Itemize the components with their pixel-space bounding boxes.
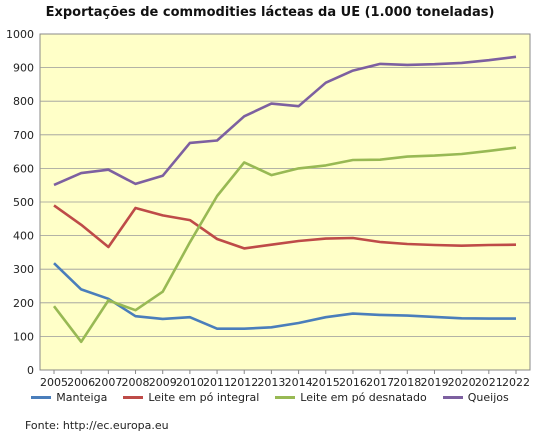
source-note: Fonte: http://ec.europa.eu	[25, 419, 169, 432]
x-tick-label: 2014	[285, 376, 313, 389]
series-line-0	[53, 262, 516, 331]
legend-item: Queijos	[442, 391, 509, 404]
legend-swatch	[31, 396, 52, 399]
x-tick-label: 2011	[203, 376, 231, 389]
y-tick-label: 700	[13, 129, 34, 142]
x-tick-label: 2006	[67, 376, 95, 389]
legend-label: Leite em pó desnatado	[300, 391, 427, 404]
legend-swatch	[275, 396, 296, 399]
y-tick-label: 900	[13, 62, 34, 75]
legend-item: Leite em pó integral	[123, 391, 259, 404]
x-tick-label: 2009	[149, 376, 177, 389]
y-tick-label: 0	[27, 364, 34, 377]
y-tick-label: 100	[13, 330, 34, 343]
x-tick-label: 2005	[40, 376, 68, 389]
y-tick-label: 500	[13, 196, 34, 209]
x-tick-label: 2007	[94, 376, 122, 389]
x-tick-label: 2015	[312, 376, 340, 389]
x-tick-label: 2010	[176, 376, 204, 389]
x-tick-label: 2019	[420, 376, 448, 389]
chart-title: Exportações de commodities lácteas da UE…	[45, 5, 495, 20]
y-tick-label: 300	[13, 263, 34, 276]
legend-swatch	[442, 396, 463, 399]
legend-swatch	[123, 396, 144, 399]
x-tick-label: 2012	[230, 376, 258, 389]
x-tick-label: 2022	[502, 376, 530, 389]
legend-item: Leite em pó desnatado	[275, 391, 427, 404]
y-tick-label: 1000	[6, 28, 34, 41]
x-tick-label: 2018	[393, 376, 421, 389]
y-tick-label: 600	[13, 162, 34, 175]
x-tick-label: 2016	[339, 376, 367, 389]
x-axis-ticks: 2005 2006 2007 2008 2009 2010 2011 2012 2013 2014…	[40, 370, 530, 389]
y-tick-label: 200	[13, 297, 34, 310]
series-line-3	[53, 55, 517, 187]
x-tick-label: 2013	[257, 376, 285, 389]
series-line-2	[52, 146, 517, 344]
y-axis-ticks: 0 100 200 300 400 500 600 700 800 900 1000	[6, 28, 34, 377]
legend-label: Manteiga	[56, 391, 108, 404]
x-tick-label: 2008	[122, 376, 150, 389]
series-line-1	[53, 204, 517, 250]
x-tick-label: 2020	[448, 376, 476, 389]
legend-label: Leite em pó integral	[148, 391, 260, 404]
legend-item: Manteiga	[31, 391, 107, 404]
gridlines	[40, 67, 530, 337]
y-tick-label: 800	[13, 95, 34, 108]
x-tick-label: 2021	[475, 376, 503, 389]
x-tick-label: 2017	[366, 376, 394, 389]
y-tick-label: 400	[13, 230, 34, 243]
legend: Manteiga Leite em pó integral Leite em pó …	[0, 391, 540, 404]
series-lines	[52, 55, 517, 344]
legend-label: Queijos	[467, 391, 509, 404]
